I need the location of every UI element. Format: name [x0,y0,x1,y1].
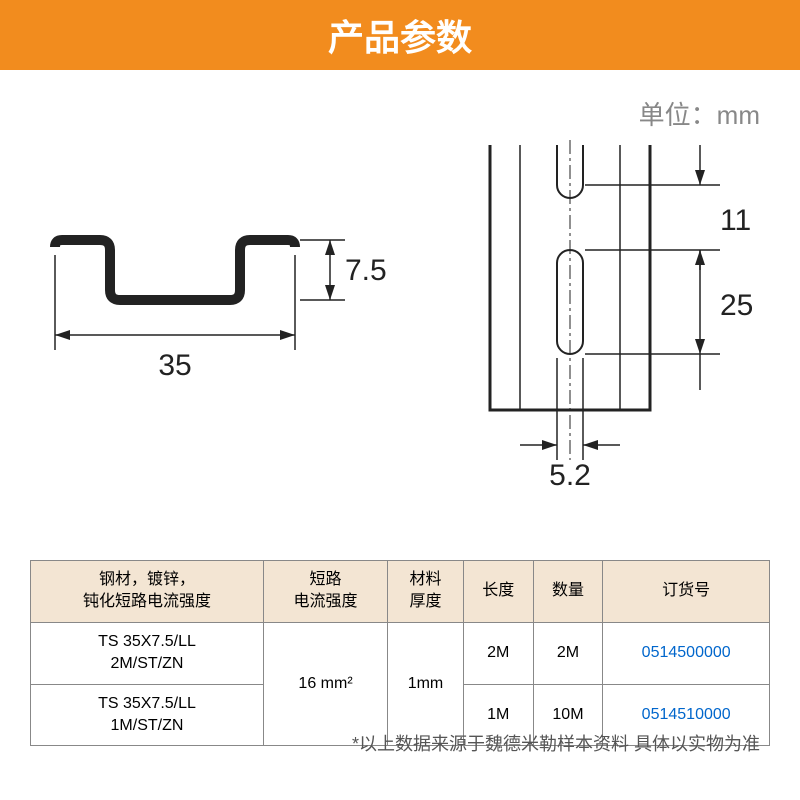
dim-width: 35 [158,349,191,382]
cross-section-diagram: 35 7.5 [55,240,387,382]
cell-length: 2M [463,622,533,684]
table-row: TS 35X7.5/LL2M/ST/ZN16 mm²1mm2M2M0514500… [31,622,770,684]
page-header: 产品参数 [0,0,800,70]
table-body: TS 35X7.5/LL2M/ST/ZN16 mm²1mm2M2M0514500… [31,622,770,746]
table-col-header: 长度 [463,561,533,623]
unit-label: 单位：mm [639,95,760,132]
table-col-header: 材料厚度 [388,561,464,623]
table-header-row: 钢材，镀锌，钝化短路电流强度短路电流强度材料厚度长度数量订货号 [31,561,770,623]
dim-height: 7.5 [345,254,387,287]
dim-slot-length: 25 [720,289,753,322]
table-col-header: 数量 [533,561,603,623]
spec-table: 钢材，镀锌，钝化短路电流强度短路电流强度材料厚度长度数量订货号 TS 35X7.… [30,560,770,746]
top-view-diagram: 11 25 5.2 [490,140,753,492]
table-col-header: 钢材，镀锌，钝化短路电流强度 [31,561,264,623]
cell-qty: 2M [533,622,603,684]
diagrams-area: 35 7.5 11 25 [0,140,800,520]
footnote: *以上数据来源于魏德米勒样本资料 具体以实物为准 [352,730,760,756]
dim-gap: 11 [720,204,751,237]
table-col-header: 订货号 [603,561,770,623]
cell-short-circuit: 16 mm² [263,622,387,746]
cell-order-no: 0514500000 [603,622,770,684]
cell-thickness: 1mm [388,622,464,746]
table-col-header: 短路电流强度 [263,561,387,623]
dim-slot-width: 5.2 [549,459,591,492]
cell-model: TS 35X7.5/LL1M/ST/ZN [31,684,264,746]
cell-model: TS 35X7.5/LL2M/ST/ZN [31,622,264,684]
header-title: 产品参数 [328,9,472,61]
